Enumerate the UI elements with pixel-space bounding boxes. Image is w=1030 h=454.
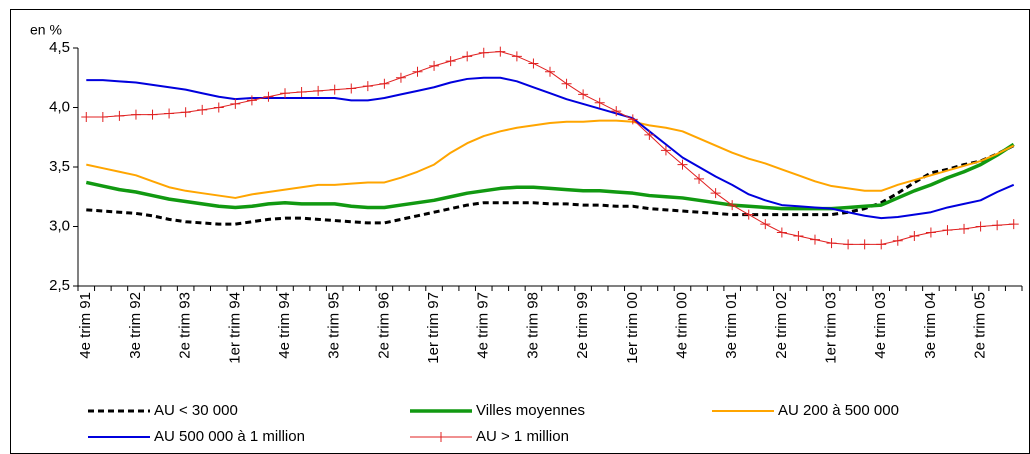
x-tick-label: 4e trim 03 [872,292,889,359]
x-tick-label: 4e trim 00 [673,292,690,359]
point-marker [511,51,522,62]
x-tick-label: 3e trim 01 [723,292,740,359]
point-marker [280,88,291,99]
point-marker [660,145,671,156]
chart-border [10,9,1030,454]
x-tick-label: 1er trim 97 [425,292,442,364]
x-tick-label: 4e trim 94 [276,292,293,359]
point-marker [495,46,506,57]
point-marker [959,223,970,234]
point-marker [677,159,688,170]
point-marker [925,227,936,238]
point-marker [545,66,555,77]
point-marker [876,239,887,250]
point-marker [694,173,705,184]
x-tick-label: 2e trim 93 [177,292,194,359]
point-marker [776,227,787,238]
point-marker [975,221,986,232]
point-marker [594,97,605,108]
y-tick-label: 3,5 [49,158,70,175]
point-marker [197,104,208,115]
point-marker [809,234,820,245]
legend-marker [436,432,446,442]
y-axis-label: en % [30,22,62,38]
x-tick-label: 2e trim 99 [574,292,591,359]
x-tick-label: 3e trim 92 [127,292,144,359]
y-tick-label: 4,5 [49,39,70,56]
point-marker [760,219,771,230]
point-marker [992,220,1003,231]
x-tick-label: 1er trim 94 [226,292,243,364]
point-marker [843,239,854,250]
point-marker [445,56,456,67]
y-tick-label: 2,5 [49,277,70,294]
point-marker [909,231,920,242]
series-line [85,142,1015,211]
point-marker [859,239,870,250]
point-marker [180,107,191,118]
legend-label: AU < 30 000 [154,402,238,419]
x-tick-label: 2e trim 96 [375,292,392,359]
point-marker [561,78,572,89]
point-marker [296,87,307,98]
series-line [86,51,1014,245]
point-marker [627,114,638,125]
point-marker [793,231,804,242]
point-marker [362,81,373,92]
y-tick-label: 4,0 [49,98,70,115]
legend-label: AU 200 à 500 000 [778,402,899,419]
point-marker [346,83,357,94]
x-tick-label: 2e trim 05 [972,292,989,359]
point-marker [114,110,125,121]
point-marker [213,102,224,113]
point-marker [743,209,754,220]
point-marker [130,109,141,120]
x-tick-label: 1er trim 03 [823,292,840,364]
legend-label: AU > 1 million [476,428,569,445]
point-marker [164,108,175,119]
point-marker [97,112,108,123]
x-tick-label: 4e trim 97 [475,292,492,359]
point-marker [395,72,406,83]
point-marker [81,112,92,123]
point-marker [578,89,589,100]
x-tick-label: 3e trim 95 [326,292,343,359]
point-marker [462,51,473,62]
x-tick-label: 1er trim 00 [624,292,641,364]
x-tick-label: 3e trim 98 [524,292,541,359]
series-line [86,119,1015,199]
point-marker [644,129,655,140]
point-marker [313,85,324,96]
legend-label: Villes moyennes [476,402,585,419]
point-marker [263,91,274,102]
point-marker [379,78,390,89]
x-tick-label: 3e trim 04 [922,292,939,359]
point-marker [412,66,423,77]
point-marker [230,98,241,109]
point-marker [528,58,539,69]
point-marker [611,106,622,117]
point-marker [147,109,158,120]
series-line [86,144,1015,226]
series-line [86,76,1015,220]
point-marker [246,95,257,106]
point-marker [892,235,903,246]
point-marker [826,238,837,249]
x-tick-label: 4e trim 91 [77,292,94,359]
point-marker [710,188,721,199]
x-tick-label: 2e trim 02 [773,292,790,359]
legend-label: AU 500 000 à 1 million [154,428,305,445]
point-marker [1008,219,1019,230]
point-marker [942,225,953,236]
y-tick-label: 3,0 [49,217,70,234]
point-marker [478,47,489,58]
point-marker [329,84,340,95]
point-marker [727,200,738,211]
point-marker [429,60,440,71]
